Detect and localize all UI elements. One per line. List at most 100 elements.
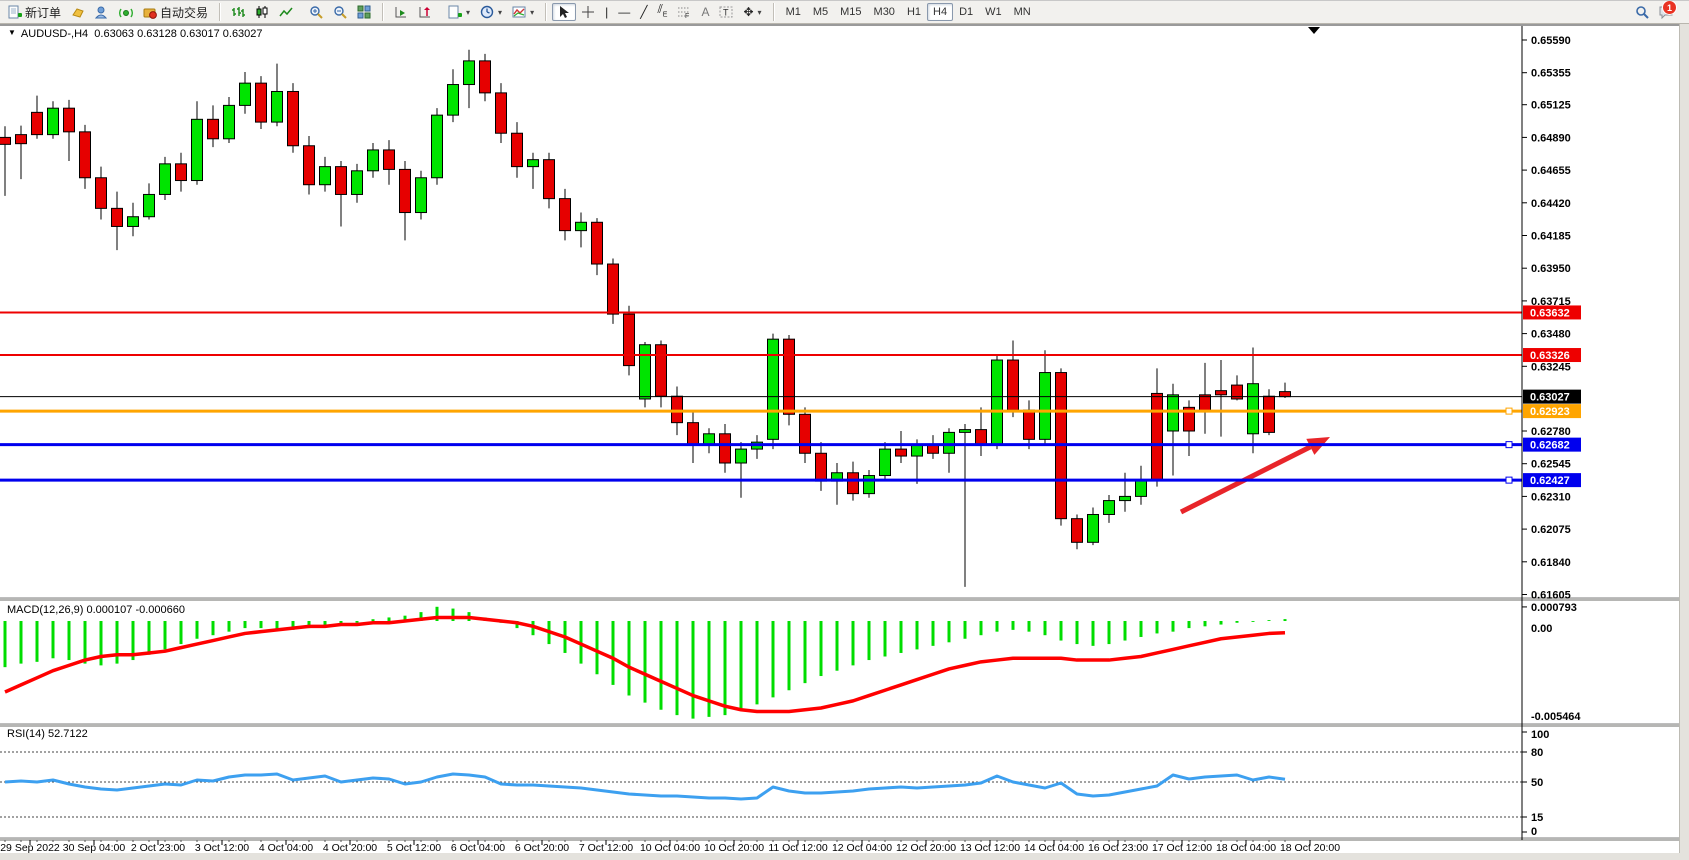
chart-shift-button[interactable] [413, 3, 437, 21]
svg-text:0.000793: 0.000793 [1531, 602, 1577, 614]
signals-button[interactable] [114, 3, 138, 21]
bar-chart-button[interactable] [226, 3, 250, 21]
ohlc-close: 0.63027 [222, 28, 263, 40]
timeframe-w1[interactable]: W1 [985, 6, 1002, 18]
cursor-tool-button[interactable] [552, 3, 577, 21]
svg-text:0.64890: 0.64890 [1531, 132, 1571, 144]
new-order-icon [8, 5, 22, 19]
macd-hist-value: 0.000107 [86, 604, 133, 616]
candle-chart-button[interactable] [250, 3, 274, 21]
timeframe-m1[interactable]: M1 [785, 6, 801, 18]
vline-tool-button[interactable]: | [600, 3, 613, 21]
toolbar: 新订单 自动交易 [0, 1, 1689, 24]
new-chart-button[interactable]: ▾ [443, 3, 475, 21]
text-tool-button[interactable]: A [696, 3, 714, 21]
auto-scroll-button[interactable] [389, 3, 413, 21]
macd-signal-value: -0.000660 [135, 604, 185, 616]
line-chart-icon [279, 5, 293, 19]
svg-text:6 Oct 04:00: 6 Oct 04:00 [451, 842, 505, 854]
notifications-button[interactable]: 1 [1654, 1, 1678, 21]
chart-shift-marker[interactable] [1308, 27, 1320, 34]
dropdown-caret: ▾ [757, 7, 762, 17]
svg-text:0: 0 [1531, 826, 1537, 838]
svg-text:7 Oct 12:00: 7 Oct 12:00 [579, 842, 633, 854]
svg-text:0.63027: 0.63027 [1530, 392, 1570, 404]
timeframe-h4[interactable]: H4 [927, 3, 954, 21]
svg-text:10 Oct 20:00: 10 Oct 20:00 [704, 842, 764, 854]
signal-icon [119, 5, 134, 19]
svg-text:2 Oct 23:00: 2 Oct 23:00 [131, 842, 185, 854]
period-button[interactable]: ▾ [475, 3, 507, 21]
crosshair-tool-button[interactable] [576, 3, 600, 21]
bar-chart-icon [231, 5, 246, 19]
svg-text:6 Oct 20:00: 6 Oct 20:00 [515, 842, 569, 854]
timeframe-h1[interactable]: H1 [906, 6, 921, 18]
auto-trading-button[interactable]: 自动交易 [138, 3, 213, 21]
timeframe-mn[interactable]: MN [1013, 6, 1031, 18]
candle-chart-icon [255, 5, 269, 19]
zoom-out-button[interactable] [328, 3, 352, 21]
svg-text:0.64420: 0.64420 [1531, 198, 1571, 210]
chart-title: ▼ AUDUSD-,H4 0.63063 0.63128 0.63017 0.63… [8, 28, 263, 40]
svg-text:0.63326: 0.63326 [1530, 350, 1570, 362]
market-watch-button[interactable] [66, 3, 90, 21]
vline-icon: | [605, 5, 609, 19]
profile-cloud-icon [95, 5, 109, 19]
collapse-triangle-icon[interactable]: ▼ [8, 28, 16, 37]
timeframe-m5[interactable]: M5 [812, 6, 829, 18]
hline-tool-button[interactable]: — [613, 3, 635, 21]
label-icon: T [719, 5, 733, 19]
dropdown-caret: ▾ [530, 7, 535, 17]
svg-text:13 Oct 12:00: 13 Oct 12:00 [960, 842, 1020, 854]
toolbar-separator [545, 3, 547, 21]
toolbar-separator [219, 3, 221, 21]
auto-trading-label: 自动交易 [160, 5, 209, 20]
svg-text:16 Oct 23:00: 16 Oct 23:00 [1088, 842, 1148, 854]
clock-icon [480, 5, 494, 19]
svg-text:0.62682: 0.62682 [1530, 440, 1570, 452]
profile-button[interactable] [90, 3, 114, 21]
svg-text:0.61840: 0.61840 [1531, 557, 1571, 569]
timeframe-m15[interactable]: M15 [840, 6, 862, 18]
line-chart-button[interactable] [274, 3, 298, 21]
tile-windows-button[interactable] [352, 3, 376, 21]
svg-text:0.62545: 0.62545 [1531, 459, 1571, 471]
notification-badge: 1 [1662, 1, 1677, 15]
svg-text:F: F [685, 13, 689, 19]
svg-text:0.62075: 0.62075 [1531, 524, 1571, 536]
channel-tool-button[interactable]: ⫽E [652, 3, 672, 21]
arrows-tool-button[interactable]: ✥ ▾ [738, 3, 766, 21]
svg-text:12 Oct 20:00: 12 Oct 20:00 [896, 842, 956, 854]
svg-text:0.65125: 0.65125 [1531, 100, 1571, 112]
svg-text:0.64185: 0.64185 [1531, 231, 1571, 243]
zoom-in-button[interactable] [304, 3, 328, 21]
chart-canvas[interactable]: 0.65590 0.65355 0.65125 0.64890 0.64655 0.644… [0, 24, 1689, 860]
rsi-indicator-label: RSI(14) 52.7122 [7, 728, 88, 740]
tile-windows-icon [357, 5, 371, 19]
svg-text:18 Oct 20:00: 18 Oct 20:00 [1280, 842, 1340, 854]
svg-text:0.62310: 0.62310 [1531, 491, 1571, 503]
fibonacci-tool-button[interactable]: F [672, 3, 696, 21]
zoom-in-icon [309, 5, 323, 19]
svg-text:0.63950: 0.63950 [1531, 263, 1571, 275]
label-tool-button[interactable]: T [714, 3, 738, 21]
new-order-button[interactable]: 新订单 [3, 3, 66, 21]
indicators-button[interactable]: ▾ [507, 3, 539, 21]
indicators-icon [512, 5, 526, 19]
timeframe-d1[interactable]: D1 [959, 6, 974, 18]
ohlc-high: 0.63128 [137, 28, 177, 40]
search-button[interactable] [1630, 3, 1654, 21]
price-axis: 0.65590 0.65355 0.65125 0.64890 0.64655 0.644… [1521, 26, 1581, 840]
timeframe-m30[interactable]: M30 [873, 6, 895, 18]
svg-text:0.00: 0.00 [1531, 623, 1552, 635]
auto-trading-icon [143, 5, 157, 19]
chat-icon: 1 [1659, 1, 1677, 19]
ohlc-low: 0.63017 [179, 28, 220, 40]
svg-text:100: 100 [1531, 729, 1549, 741]
dropdown-caret: ▾ [466, 7, 471, 17]
svg-text:18 Oct 04:00: 18 Oct 04:00 [1216, 842, 1276, 854]
timeframe-group: M1 M5 M15 M30 H1 H4 D1 W1 MN [777, 1, 1040, 23]
svg-text:0.62427: 0.62427 [1530, 475, 1570, 487]
trendline-icon: ╱ [640, 5, 648, 19]
trendline-tool-button[interactable]: ╱ [635, 3, 652, 21]
